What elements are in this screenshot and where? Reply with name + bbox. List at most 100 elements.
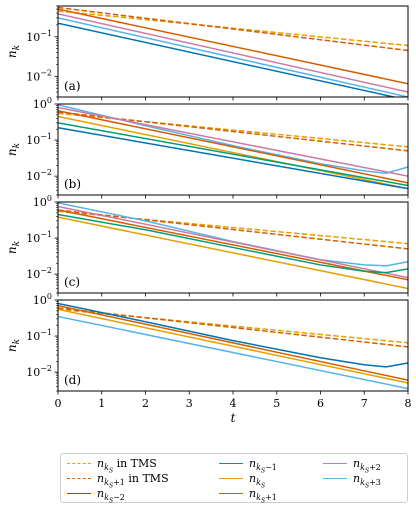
legend-label: nkS in TMS (97, 457, 157, 479)
tick-base: 10 (26, 170, 40, 183)
legend-label-tail: +2 (369, 463, 381, 473)
legend-label-main: n (97, 472, 105, 485)
legend-label-main: n (353, 472, 361, 485)
y-tick-label: 100 (33, 292, 52, 307)
y-label-base: n (5, 148, 19, 156)
series-line (58, 315, 408, 390)
legend-label-main: n (353, 457, 361, 470)
panel-label: (b) (64, 177, 81, 191)
tick-base: 10 (33, 98, 47, 111)
tick-exponent: −2 (40, 364, 52, 373)
y-tick-label: 10−1 (26, 29, 52, 44)
legend-label-subsub: S (260, 482, 266, 490)
legend-label: nkS+2 (353, 457, 381, 479)
y-label-base: n (5, 50, 19, 58)
panel-a: 10−210−1nk(a) (5, 5, 409, 101)
series-line (58, 307, 408, 348)
legend-swatch (67, 478, 91, 479)
y-axis-label: nk (5, 143, 22, 156)
tick-exponent: 0 (47, 96, 52, 105)
legend-label-k: k (256, 493, 261, 503)
tick-exponent: −2 (40, 168, 52, 177)
legend-swatch (67, 463, 91, 464)
x-tick-label: 8 (405, 397, 412, 410)
series-line (58, 17, 408, 97)
legend-label-tail: +1 (265, 493, 277, 503)
tick-exponent: 0 (47, 292, 52, 301)
legend-label-subsub: S (108, 497, 114, 505)
tick-exponent: 0 (47, 194, 52, 203)
y-tick-label: 10−1 (26, 230, 52, 245)
legend-label-k: k (360, 463, 365, 473)
legend-swatch (323, 478, 347, 479)
tick-base: 10 (26, 232, 40, 245)
series-line (58, 308, 408, 384)
tick-exponent: −1 (40, 29, 52, 38)
x-tick-label: 1 (98, 397, 105, 410)
legend-label-sub: kS+2 (360, 463, 381, 475)
legend-label-sub: kS (104, 463, 114, 475)
legend-label-sub: kS (256, 478, 266, 490)
legend-label: nkS (249, 472, 265, 494)
legend-label: nkS−1 (249, 457, 277, 479)
tick-base: 10 (26, 70, 40, 83)
tick-exponent: −2 (40, 68, 52, 77)
legend-label-main: n (249, 487, 257, 500)
series-line (58, 104, 408, 175)
series-group (58, 202, 408, 290)
y-tick-label: 10−1 (26, 328, 52, 343)
legend-label-subsub: S (364, 467, 370, 475)
series-line (58, 22, 398, 97)
legend-label-sub: kS+3 (360, 478, 381, 490)
series-line (58, 115, 408, 190)
y-tick-label: 100 (33, 194, 52, 209)
legend-label-subsub: S (108, 467, 114, 475)
tick-base: 10 (33, 294, 47, 307)
legend-label-k: k (104, 493, 109, 503)
legend-swatch (67, 493, 91, 494)
x-tick-label: 6 (317, 397, 324, 410)
legend-label-main: n (97, 487, 105, 500)
legend-label-k: k (256, 478, 261, 488)
legend-label-suffix: in TMS (124, 472, 169, 485)
legend-label-sub: kS−1 (256, 463, 277, 475)
tick-exponent: −1 (40, 132, 52, 141)
legend-label-subsub: S (108, 482, 114, 490)
legend-label-main: n (249, 457, 257, 470)
y-tick-label: 10−2 (26, 266, 52, 281)
legend-label-k: k (256, 463, 261, 473)
legend-label-sub: kS+1 (104, 478, 125, 490)
tick-base: 10 (26, 330, 40, 343)
series-group (58, 104, 408, 190)
y-axis-label: nk (5, 241, 22, 254)
legend-label-tail: +1 (113, 478, 125, 488)
legend-label-main: n (97, 457, 105, 470)
y-axis-label: nk (5, 45, 22, 58)
series-group (58, 6, 408, 97)
x-tick-label: 4 (230, 397, 237, 410)
series-line (58, 8, 408, 85)
legend-label-subsub: S (260, 497, 266, 505)
legend-label-subsub: S (260, 467, 266, 475)
series-line (58, 202, 408, 267)
panel-label: (a) (64, 79, 81, 93)
series-group (58, 302, 408, 390)
y-tick-label: 100 (33, 96, 52, 111)
y-label-sub: k (12, 241, 22, 246)
legend-label-tail: −1 (265, 463, 277, 473)
tick-base: 10 (26, 268, 40, 281)
x-tick-label: 3 (186, 397, 193, 410)
panel-label: (c) (64, 275, 80, 289)
tick-exponent: −2 (40, 266, 52, 275)
x-tick-label: 0 (55, 397, 62, 410)
series-line (58, 304, 408, 381)
legend-label: nkS−2 (97, 487, 125, 509)
legend-label-suffix: in TMS (113, 457, 157, 470)
series-line (58, 122, 408, 187)
x-tick-label: 5 (273, 397, 280, 410)
tick-base: 10 (26, 31, 40, 44)
y-label-base: n (5, 344, 19, 352)
series-line (58, 6, 408, 52)
y-tick-label: 10−1 (26, 132, 52, 147)
